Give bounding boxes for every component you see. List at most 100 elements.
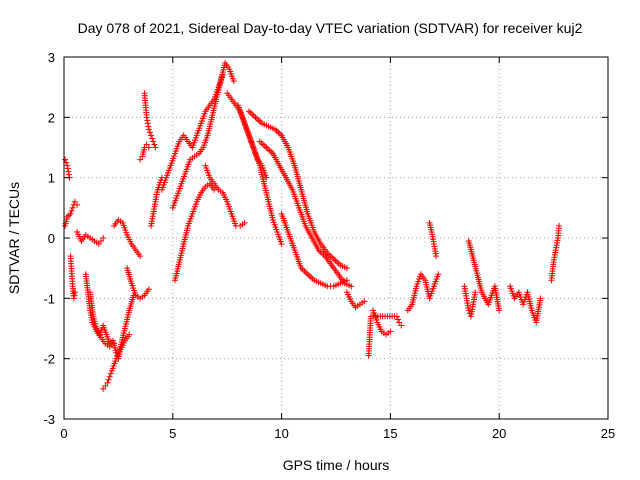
y-tick-label: -1 — [43, 291, 55, 306]
data-point — [62, 156, 69, 163]
data-point — [263, 174, 270, 181]
data-point — [465, 307, 472, 314]
data-point — [95, 241, 102, 248]
series-arc-p — [202, 162, 248, 229]
series-arc-x — [365, 313, 405, 359]
data-point — [149, 135, 156, 142]
y-tick-label: -3 — [43, 412, 55, 427]
data-point — [343, 277, 350, 284]
data-point — [65, 171, 72, 178]
series-arc-m — [158, 72, 226, 193]
y-tick-label: 1 — [48, 171, 55, 186]
x-tick-label: 20 — [492, 426, 506, 441]
data-point — [150, 138, 157, 145]
series-arc-s — [245, 108, 350, 272]
y-tick-label: 0 — [48, 231, 55, 246]
data-point — [151, 141, 158, 148]
data-point — [145, 123, 152, 130]
data-point — [143, 114, 150, 121]
data-point — [393, 313, 400, 320]
series-arc-b — [62, 198, 81, 229]
data-point — [106, 373, 113, 380]
data-point — [97, 238, 104, 245]
data-point — [126, 331, 133, 338]
data-point — [435, 271, 442, 278]
data-point — [398, 322, 405, 329]
data-point — [100, 235, 107, 241]
data-point — [69, 204, 76, 211]
data-point — [148, 132, 155, 139]
data-point — [241, 219, 248, 226]
series-arc-e — [82, 271, 118, 350]
x-tick-label: 15 — [383, 426, 397, 441]
chart-grid — [64, 57, 608, 419]
data-point — [104, 379, 111, 386]
x-tick-label: 10 — [274, 426, 288, 441]
series-arc-i — [124, 265, 152, 302]
data-point — [143, 141, 150, 148]
series-arc-t — [256, 138, 355, 290]
x-tick-label: 5 — [169, 426, 176, 441]
data-point — [137, 253, 144, 260]
data-point — [146, 129, 153, 136]
data-point — [100, 385, 107, 392]
series-arc-aa — [461, 283, 479, 320]
data-point — [348, 283, 355, 290]
data-point — [537, 295, 544, 302]
series-arc-l — [148, 174, 165, 229]
x-axis-title: GPS time / hours — [283, 457, 390, 473]
series-arc-w — [369, 307, 394, 338]
y-tick-label: 2 — [48, 110, 55, 125]
data-point — [144, 120, 151, 127]
data-point — [70, 295, 77, 302]
data-point — [74, 201, 81, 208]
series-arc-z — [426, 219, 440, 260]
chart-points — [62, 60, 563, 392]
data-point — [65, 168, 72, 175]
data-point — [230, 78, 237, 85]
data-point — [64, 165, 71, 172]
y-axis-title: SDTVAR / TECUs — [6, 182, 22, 294]
y-tick-label: 3 — [48, 50, 55, 65]
series-arc-r — [235, 102, 285, 248]
data-point — [343, 265, 350, 272]
series-arc-n — [169, 60, 237, 211]
data-point — [496, 307, 503, 314]
series-arc-ab — [465, 238, 503, 314]
series-arc-h — [111, 216, 144, 260]
series-arc-ac — [507, 283, 544, 326]
data-point — [396, 319, 403, 326]
data-point — [71, 289, 78, 296]
data-point — [107, 370, 114, 377]
data-point — [67, 210, 74, 217]
x-tick-label: 0 — [60, 426, 67, 441]
series-arc-v — [343, 289, 368, 311]
data-point — [64, 162, 71, 169]
data-point — [472, 289, 479, 296]
data-point — [71, 292, 78, 299]
series-arc-c — [67, 253, 78, 302]
data-point — [145, 126, 152, 133]
x-tick-label: 25 — [601, 426, 615, 441]
data-point — [102, 382, 109, 389]
chart-title: Day 078 of 2021, Sidereal Day-to-day VTE… — [78, 20, 583, 36]
data-point — [361, 298, 368, 305]
data-point — [278, 241, 285, 248]
series-arc-ad — [548, 222, 563, 284]
axis-ticks: 0 5 10 15 20 25 -3 -2 -1 0 1 2 3 — [43, 50, 615, 441]
series-arc-d — [74, 228, 107, 248]
series-arc-j — [141, 90, 159, 151]
data-point — [145, 286, 152, 293]
series-arc-u — [278, 210, 350, 290]
data-point — [152, 144, 159, 151]
data-point — [71, 198, 78, 205]
series-arc-o — [171, 180, 218, 284]
data-point — [68, 207, 75, 214]
data-point — [556, 222, 563, 229]
data-point — [145, 144, 152, 151]
data-point — [137, 156, 144, 163]
data-point — [105, 376, 112, 383]
data-point — [395, 316, 402, 323]
series-arc-k — [137, 141, 152, 163]
